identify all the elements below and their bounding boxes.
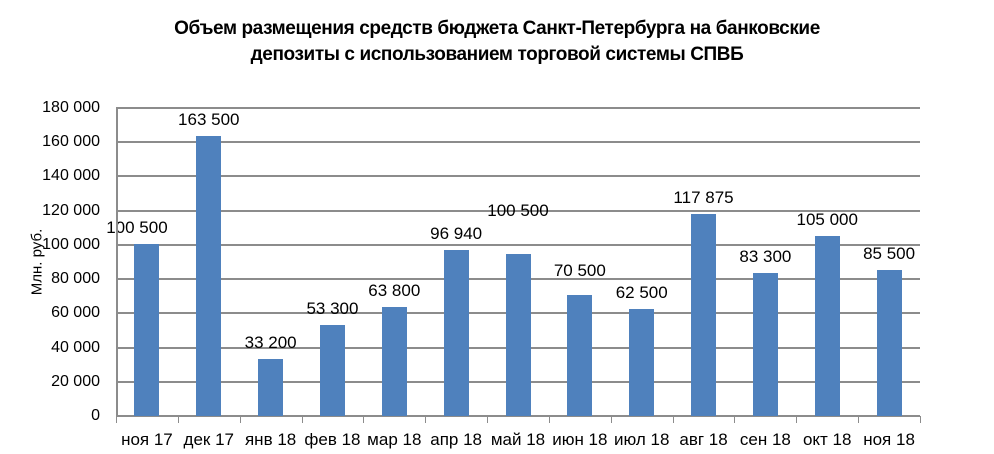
y-tick-label: 160 000 bbox=[42, 133, 100, 151]
data-label: 63 800 bbox=[368, 280, 421, 300]
x-tick-label: апр 18 bbox=[430, 430, 483, 449]
y-axis-line bbox=[116, 108, 118, 416]
x-tick-label: окт 18 bbox=[802, 430, 852, 449]
bar bbox=[319, 324, 345, 416]
x-tick-label: ноя 17 bbox=[121, 430, 173, 449]
y-tick-label: 40 000 bbox=[51, 338, 100, 356]
data-label: 83 300 bbox=[739, 247, 792, 267]
x-tick-mark bbox=[672, 416, 674, 423]
bar bbox=[567, 295, 593, 416]
bar bbox=[505, 254, 531, 416]
gridline bbox=[116, 243, 920, 246]
y-tick-label: 0 bbox=[91, 407, 100, 424]
x-tick-label: фев 18 bbox=[304, 430, 361, 449]
x-tick-label: май 18 bbox=[490, 430, 546, 449]
y-tick-label: 60 000 bbox=[51, 304, 100, 322]
data-label: 117 875 bbox=[673, 188, 734, 208]
x-tick-label: янв 18 bbox=[244, 430, 297, 449]
y-tick-label: 140 000 bbox=[42, 167, 100, 185]
x-tick-mark bbox=[487, 416, 489, 423]
data-label: 33 200 bbox=[244, 333, 297, 353]
data-label: 85 500 bbox=[863, 243, 916, 263]
plot-area: 100 500 163 500 33 200 53 300 63 800 96 940 10… bbox=[106, 107, 920, 417]
bar bbox=[629, 309, 655, 416]
data-label: 70 500 bbox=[553, 261, 606, 281]
x-tick-mark bbox=[116, 416, 117, 423]
x-tick-mark bbox=[425, 416, 427, 423]
bar bbox=[381, 306, 407, 416]
y-tick-label: 180 000 bbox=[42, 99, 100, 116]
x-tick-label: мар 18 bbox=[367, 430, 422, 449]
x-tick-label: ноя 18 bbox=[863, 430, 915, 449]
x-tick-mark bbox=[301, 416, 303, 423]
x-tick-label: сен 18 bbox=[739, 430, 791, 449]
y-tick-label: 80 000 bbox=[51, 270, 100, 288]
x-tick-mark bbox=[239, 416, 241, 423]
gridline bbox=[116, 141, 920, 144]
data-label: 62 500 bbox=[615, 283, 668, 303]
y-tick-label: 100 000 bbox=[42, 235, 100, 253]
bar bbox=[443, 250, 469, 416]
x-tick-mark bbox=[363, 416, 365, 423]
gridline bbox=[116, 209, 920, 212]
bar bbox=[876, 269, 902, 416]
x-tick-mark bbox=[177, 416, 179, 423]
y-tick-label: 20 000 bbox=[51, 372, 100, 390]
x-tick-mark bbox=[920, 416, 921, 423]
bar bbox=[691, 214, 717, 416]
x-tick-mark bbox=[858, 416, 860, 423]
data-label: 96 940 bbox=[430, 224, 483, 244]
bar bbox=[258, 359, 284, 416]
data-label: 53 300 bbox=[306, 298, 359, 318]
data-label: 100 500 bbox=[106, 218, 168, 238]
x-tick-mark bbox=[610, 416, 612, 423]
data-label: 105 000 bbox=[796, 210, 858, 230]
gridline bbox=[116, 107, 920, 109]
chart-title: Объем размещения средств бюджета Санкт-П… bbox=[0, 16, 994, 68]
x-tick-mark bbox=[548, 416, 550, 423]
bar bbox=[196, 136, 222, 416]
bar bbox=[814, 236, 840, 416]
x-tick-label: авг 18 bbox=[679, 430, 728, 449]
y-tick-label: 120 000 bbox=[42, 201, 100, 219]
bar bbox=[134, 244, 160, 416]
data-label: 163 500 bbox=[178, 110, 240, 130]
chart-title-line-1: Объем размещения средств бюджета Санкт-П… bbox=[174, 18, 820, 39]
x-tick-mark bbox=[734, 416, 736, 423]
x-tick-label: июн 18 bbox=[552, 430, 608, 449]
gridline bbox=[116, 415, 920, 417]
bar bbox=[752, 273, 778, 416]
chart-title-line-2: депозиты с использованием торговой систе… bbox=[250, 44, 744, 65]
x-tick-label: июл 18 bbox=[613, 430, 670, 449]
x-tick-mark bbox=[796, 416, 798, 423]
data-label: 100 500 bbox=[487, 201, 549, 221]
gridline bbox=[116, 175, 920, 178]
x-tick-label: дек 17 bbox=[183, 430, 234, 449]
